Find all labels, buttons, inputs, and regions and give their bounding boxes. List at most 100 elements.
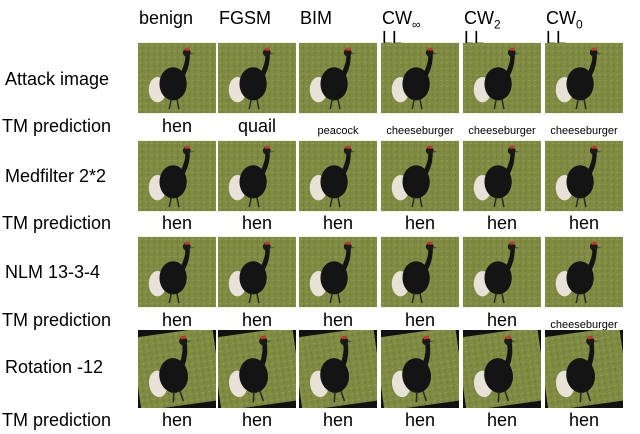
row-label: Rotation -12 [5, 357, 103, 377]
prediction-text: hen [486, 410, 518, 430]
image [381, 42, 459, 114]
prediction-text: hen [568, 213, 600, 233]
prediction-text: hen [404, 310, 436, 330]
prediction: cheeseburger [550, 315, 617, 335]
image [218, 42, 296, 114]
image [138, 140, 216, 212]
prediction-row-label: TM prediction [2, 410, 111, 430]
image [545, 330, 623, 408]
prediction: hen [323, 410, 353, 430]
prediction: hen [405, 213, 435, 233]
prediction-text: hen [404, 410, 436, 430]
prediction: hen [242, 410, 272, 430]
column-header: CW0 [546, 8, 583, 35]
column-header: CW2 [464, 8, 501, 35]
image [463, 42, 541, 114]
prediction: cheeseburger [386, 121, 453, 141]
prediction-text: hen [241, 410, 273, 430]
row-label-text: Rotation -12 [5, 357, 104, 377]
header-label: BIM [300, 8, 333, 28]
prediction-text: hen [322, 310, 354, 330]
prediction-text: hen [161, 116, 193, 136]
image [299, 330, 377, 408]
prediction-label-text: TM prediction [2, 410, 112, 430]
prediction-row-label: TM prediction [2, 213, 111, 233]
prediction-text: hen [322, 213, 354, 233]
header-label: benign [139, 8, 194, 28]
prediction-text: hen [486, 310, 518, 330]
prediction-text: hen [241, 213, 273, 233]
prediction: hen [487, 310, 517, 330]
header-subscript: 0 [576, 17, 583, 32]
prediction-text: hen [404, 213, 436, 233]
image [138, 42, 216, 114]
prediction-text: hen [161, 410, 193, 430]
header-label: CW [464, 8, 494, 28]
image [218, 140, 296, 212]
row-label: Attack image [5, 69, 109, 89]
image [463, 236, 541, 308]
image [545, 236, 623, 308]
prediction: hen [162, 310, 192, 330]
prediction: hen [162, 116, 192, 136]
prediction-label-text: TM prediction [2, 213, 112, 233]
prediction: hen [242, 310, 272, 330]
row-label-text: Attack image [5, 69, 110, 89]
image [218, 330, 296, 408]
prediction: peacock [318, 121, 359, 141]
prediction-row-label: TM prediction [2, 310, 111, 330]
column-header: benign [139, 8, 193, 28]
prediction: cheeseburger [468, 121, 535, 141]
image [545, 140, 623, 212]
prediction: hen [569, 213, 599, 233]
prediction: hen [162, 213, 192, 233]
prediction: hen [323, 310, 353, 330]
image [138, 236, 216, 308]
header-subscript: ∞ [412, 17, 421, 32]
prediction: hen [323, 213, 353, 233]
prediction-text: hen [161, 213, 193, 233]
image [299, 236, 377, 308]
prediction-label-text: TM prediction [2, 116, 112, 136]
image [381, 330, 459, 408]
prediction: cheeseburger [550, 121, 617, 141]
prediction-text: hen [568, 410, 600, 430]
prediction-text: hen [486, 213, 518, 233]
row-label: NLM 13-3-4 [5, 262, 100, 282]
header-subscript: 2 [494, 17, 501, 32]
prediction-text: cheeseburger [386, 125, 454, 137]
image [545, 42, 623, 114]
prediction-text: cheeseburger [550, 319, 618, 331]
header-label: CW [382, 8, 412, 28]
image [381, 236, 459, 308]
image [218, 236, 296, 308]
row-label-text: Medfilter 2*2 [5, 166, 107, 186]
prediction: hen [569, 410, 599, 430]
image [299, 140, 377, 212]
image [299, 42, 377, 114]
image [381, 140, 459, 212]
prediction-text: hen [161, 310, 193, 330]
image [463, 330, 541, 408]
prediction: hen [487, 410, 517, 430]
prediction-text: hen [322, 410, 354, 430]
column-header: CW∞ [382, 8, 421, 35]
header-label: FGSM [219, 8, 271, 28]
prediction: hen [487, 213, 517, 233]
header-label: CW [546, 8, 576, 28]
prediction-label-text: TM prediction [2, 310, 112, 330]
column-header: BIM [300, 8, 332, 28]
image [463, 140, 541, 212]
prediction-text: peacock [317, 125, 359, 137]
prediction: quail [238, 116, 276, 136]
prediction: hen [405, 310, 435, 330]
prediction-text: cheeseburger [550, 125, 618, 137]
prediction-row-label: TM prediction [2, 116, 111, 136]
column-header: FGSM [219, 8, 271, 28]
prediction-text: hen [241, 310, 273, 330]
prediction-text: cheeseburger [468, 125, 536, 137]
prediction: hen [162, 410, 192, 430]
prediction: hen [405, 410, 435, 430]
prediction-text: quail [237, 116, 277, 136]
